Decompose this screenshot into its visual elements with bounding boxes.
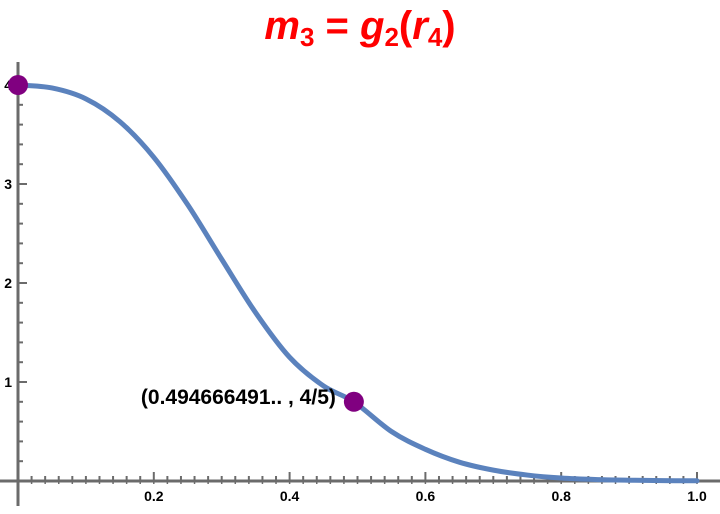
annotation-layer: (0.494666491.. , 4/5) [141,386,336,409]
data-point [343,391,364,412]
title-equals: = [314,4,361,48]
x-tick-label: 0.2 [144,488,164,504]
point-annotation: (0.494666491.. , 4/5) [141,386,336,409]
x-tick-label: 1.0 [687,488,707,504]
title-r: r [412,4,428,48]
x-tick-label: 0.4 [280,488,300,504]
x-tick-label: 0.6 [416,488,436,504]
title-r-sub: 4 [427,22,443,52]
title-m-sub: 3 [299,22,315,52]
series-layer [15,82,700,484]
series-line [15,82,700,484]
points-layer [8,75,364,412]
title-open-paren: ( [398,4,413,48]
title-g-sub: 2 [384,22,399,52]
y-tick-label: 3 [4,176,12,192]
y-tick-label: 2 [4,275,12,291]
chart-title: m3 = g2(r4) [0,6,720,50]
x-tick-label: 0.8 [551,488,571,504]
data-point [8,75,28,95]
title-close-paren: ) [442,4,456,48]
title-g: g [360,4,385,48]
y-tick-label: 1 [4,374,12,390]
axes: 0.20.40.60.81.01234 [0,62,720,506]
title-m: m [264,4,300,48]
